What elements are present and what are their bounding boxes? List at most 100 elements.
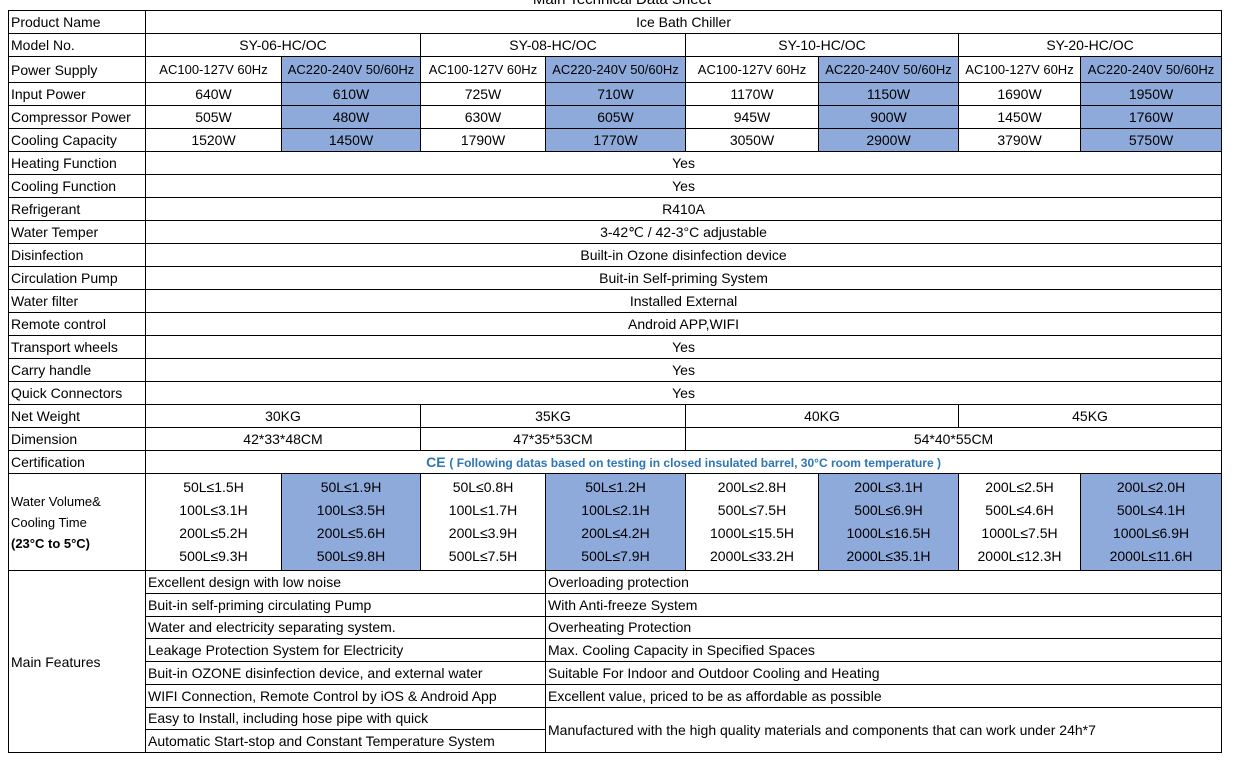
cell-line: 200L≤5.6H <box>316 525 386 541</box>
row-cell: 505W <box>145 105 282 129</box>
table-row: Buit-in OZONE disinfection device, and e… <box>9 661 1223 685</box>
row-label: Certification <box>8 450 146 474</box>
row-cell: 200L≤2.0H 500L≤4.1H 1000L≤6.9H 2000L≤11.6H <box>1079 473 1223 571</box>
row-cell: 30KG <box>145 404 421 428</box>
row-label: Quick Connectors <box>8 381 146 405</box>
label-line: Cooling Time <box>11 514 87 530</box>
table-row: Circulation Pump Buit-in Self-priming Sys… <box>8 266 1223 290</box>
row-label: Disinfection <box>8 243 146 267</box>
feature-left: WIFI Connection, Remote Control by iOS &… <box>145 683 546 708</box>
row-cell: AC100-127V 60Hz <box>145 56 282 83</box>
table-row: Input Power 640W 610W 725W 710W 1170W 1150W 169… <box>8 82 1223 106</box>
row-cell: AC220-240V 50/60Hz <box>281 56 421 83</box>
cell-line: 200L≤3.1H <box>854 479 923 495</box>
row-cell: 50L≤1.5H 100L≤3.1H 200L≤5.2H 500L≤9.3H <box>145 473 282 571</box>
spec-table: Product Name Ice Bath Chiller Model No. SY-… <box>8 10 1223 753</box>
feature-right: Max. Cooling Capacity in Specified Space… <box>544 638 1223 662</box>
feature-left: Leakage Protection System for Electricit… <box>145 638 546 662</box>
table-row: Compressor Power 505W 480W 630W 605W 945W 900W… <box>8 105 1223 129</box>
row-cell: 2900W <box>818 128 959 152</box>
row-label: Net Weight <box>8 404 146 428</box>
feature-left: Water and electricity separating system. <box>145 615 546 640</box>
row-cell: AC220-240V 50/60Hz <box>818 56 959 83</box>
cell-line: 2000L≤35.1H <box>846 548 931 564</box>
row-label: Cooling Function <box>8 174 146 198</box>
row-cell: Yes <box>144 174 1223 198</box>
cell-line: 1000L≤15.5H <box>710 525 794 541</box>
feature-right: Suitable For Indoor and Outdoor Cooling … <box>544 661 1223 685</box>
cell-line: 1000L≤6.9H <box>1112 525 1190 541</box>
row-cell: Yes <box>144 335 1223 359</box>
table-row: Product Name Ice Bath Chiller <box>8 10 1223 34</box>
row-cell: 200L≤2.5H 500L≤4.6H 1000L≤7.5H 2000L≤12.3H <box>958 473 1081 571</box>
row-cell: 54*40*55CM <box>684 427 1223 451</box>
row-label: Dimension <box>8 427 146 451</box>
cell-line: 200L≤2.5H <box>985 479 1054 495</box>
cell-line: 500L≤7.5H <box>717 502 787 518</box>
cell-line: 500L≤4.6H <box>985 502 1054 518</box>
row-cell: 35KG <box>420 404 686 428</box>
row-label: Power Supply <box>8 56 146 83</box>
label-line: (23°C to 5°C) <box>11 535 91 551</box>
row-cell: AC100-127V 60Hz <box>958 56 1081 83</box>
feature-left: Excellent design with low noise <box>145 570 546 594</box>
row-cell: 480W <box>281 105 421 129</box>
row-cell: 1520W <box>145 128 282 152</box>
table-row: Main Features Excellent design with low n… <box>8 570 1223 753</box>
row-label: Carry handle <box>8 358 146 382</box>
cell-line: 50L≤1.5H <box>183 479 244 495</box>
row-label: Circulation Pump <box>8 266 146 290</box>
row-label: Input Power <box>8 82 146 106</box>
row-label: Water Temper <box>8 220 146 244</box>
row-label: Product Name <box>8 10 146 34</box>
row-cell: 200L≤3.1H 500L≤6.9H 1000L≤16.5H 2000L≤35.1H <box>818 473 959 571</box>
table-row: Water filter Installed External <box>8 289 1223 313</box>
cell-line: 500L≤7.5H <box>448 548 518 564</box>
table-row: Water Temper 3-42℃ / 42-3°C adjustable <box>8 220 1223 244</box>
row-cell: 1770W <box>545 128 686 152</box>
cell-line: 200L≤2.8H <box>717 479 787 495</box>
row-cell: 640W <box>145 82 282 106</box>
table-row: Model No. SY-06-HC/OC SY-08-HC/OC SY-10-HC/… <box>8 33 1223 57</box>
row-cell: 1690W <box>958 82 1081 106</box>
row-cell: 1760W <box>1079 105 1223 129</box>
row-cell: 50L≤1.2H 100L≤2.1H 200L≤4.2H 500L≤7.9H <box>545 473 686 571</box>
row-cell: 3050W <box>685 128 819 152</box>
row-cell: R410A <box>144 197 1223 221</box>
cell-line: 500L≤9.3H <box>179 548 248 564</box>
feature-right: Overheating Protection <box>544 615 1223 640</box>
row-cell: 40KG <box>685 404 959 428</box>
row-cell: 1450W <box>958 105 1081 129</box>
row-cell: CE ( Following datas based on testing in… <box>144 450 1223 474</box>
feature-left: Easy to Install, including hose pipe wit… <box>145 706 546 731</box>
table-row: Certification CE ( Following datas based … <box>8 450 1223 474</box>
cell-line: 50L≤0.8H <box>452 479 514 495</box>
cell-line: 1000L≤16.5H <box>846 525 931 541</box>
table-row: Water Volume& Cooling Time (23°C to 5°C) 50… <box>8 473 1223 571</box>
row-cell: Yes <box>144 358 1223 382</box>
row-cell: SY-10-HC/OC <box>685 33 959 57</box>
cell-line: 2000L≤12.3H <box>977 548 1062 564</box>
row-label: Transport wheels <box>8 335 146 359</box>
row-label: Remote control <box>8 312 146 336</box>
cell-line: 100L≤3.1H <box>179 502 248 518</box>
row-cell: 1790W <box>420 128 546 152</box>
row-cell: 605W <box>545 105 686 129</box>
row-cell: Installed External <box>144 289 1223 313</box>
row-cell: 1950W <box>1079 82 1223 106</box>
row-cell: Buit-in Self-priming System <box>144 266 1223 290</box>
table-row: Buit-in self-priming circulating Pump Wit… <box>9 592 1223 617</box>
table-row: Quick Connectors Yes <box>8 381 1223 405</box>
row-cell: SY-20-HC/OC <box>957 33 1223 57</box>
row-cell: Built-in Ozone disinfection device <box>144 243 1223 267</box>
table-row: Power Supply AC100-127V 60Hz AC220-240V 50… <box>8 56 1223 83</box>
feature-left: Automatic Start-stop and Constant Temper… <box>145 729 546 753</box>
table-row: Remote control Android APP,WIFI <box>8 312 1223 336</box>
sheet-title: Main Technical Data Sheet <box>0 0 1244 8</box>
cell-line: 200L≤2.0H <box>1116 479 1186 495</box>
row-cell: 5750W <box>1079 128 1223 152</box>
table-row: Disinfection Built-in Ozone disinfection … <box>8 243 1223 267</box>
feature-right: Manufactured with the high quality mater… <box>544 706 1223 753</box>
row-cell: Ice Bath Chiller <box>144 10 1223 34</box>
